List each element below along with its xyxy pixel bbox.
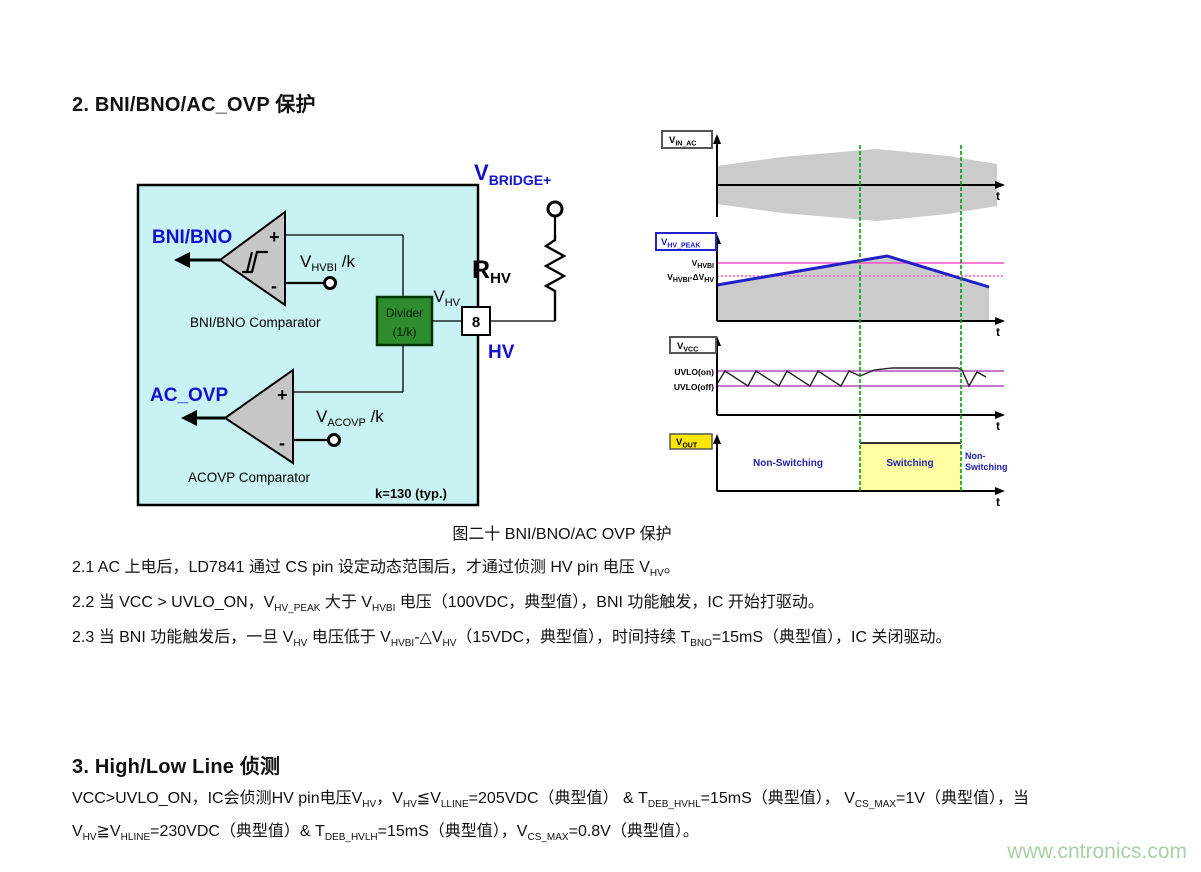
comparator-triangle <box>223 368 294 465</box>
vhvpeak-label: VHV_PEAK <box>661 237 700 250</box>
waveform-diagram: t VIN_AC t VHV_PEAK VHVBI VHVBI-ΔVHV <box>655 130 1008 509</box>
watermark: www.cntronics.com <box>1007 840 1187 863</box>
vhvbi-terminal <box>323 276 337 290</box>
vacovp-label: VACOVP /k <box>316 407 384 429</box>
uvlo-on-label: UVLO(on) <box>674 367 714 377</box>
time-axis-label: t <box>996 325 1000 339</box>
vinac-label: VIN_AC <box>669 135 696 148</box>
svg-text:8: 8 <box>472 314 480 331</box>
vhvbi-delta-ref-label: VHVBI-ΔVHV <box>667 272 714 284</box>
vvcc-panel: t VVCC UVLO(on) UVLO(off) <box>669 336 1005 433</box>
vinac-label-box <box>661 130 713 149</box>
vinac-panel: t VIN_AC <box>661 130 1005 221</box>
bni-bno-comparator: + - <box>174 210 404 307</box>
svg-text:Divider: Divider <box>386 306 423 320</box>
time-axis-label: t <box>996 189 1000 203</box>
vhvbi-label: VHVBI /k <box>300 252 355 274</box>
para-2-2: 2.2 当 VCC > UVLO_ON，VHV_PEAK 大于 VHVBI 电压… <box>72 594 824 615</box>
comparator-triangle <box>218 210 286 307</box>
vout-label: VOUT <box>676 437 698 450</box>
divider-block: Divider (1/k) <box>375 295 434 347</box>
para-2-3: 2.3 当 BNI 功能触发后，一旦 VHV 电压低于 VHVBI-△VHV（1… <box>72 629 952 650</box>
resistor-icon <box>543 235 567 321</box>
vhvpeak-panel: t VHV_PEAK VHVBI VHVBI-ΔVHV <box>655 232 1005 339</box>
para-3: VCC>UVLO_ON，IC会侦测HV pin电压VHV，VHV≦VLLINE=… <box>72 790 1029 844</box>
bni-bno-label: BNI/BNO <box>152 227 232 248</box>
hv-pin-name: HV <box>488 342 515 363</box>
para-2-1: 2.1 AC 上电后，LD7841 通过 CS pin 设定动态范围后，才通过侦… <box>72 559 680 580</box>
bni-comparator-caption: BNI/BNO Comparator <box>190 315 321 330</box>
vout-label-box <box>669 433 713 450</box>
vhvpeak-label-box <box>655 232 717 251</box>
acovp-comparator: + - <box>181 368 403 465</box>
vhvbi-ref-label: VHVBI <box>692 258 714 270</box>
hv-peak-fill <box>717 256 989 321</box>
vacovp-terminal <box>327 433 341 447</box>
circuit-diagram: + - BNI/BNO VHVBI /k BNI/BNO Comparator … <box>136 160 567 507</box>
hv-pin: 8 <box>461 306 491 336</box>
acovp-comparator-caption: ACOVP Comparator <box>188 470 311 485</box>
non-switching-right-label: Non- <box>965 451 986 461</box>
output-arrow-icon <box>181 410 197 426</box>
uvlo-off-label: UVLO(off) <box>674 382 714 392</box>
vbridge-label: VBRIDGE+ <box>474 160 551 188</box>
vcc-curve <box>716 367 987 388</box>
svg-text:(1/k): (1/k) <box>393 325 417 339</box>
acovp-label: AC_OVP <box>150 385 228 406</box>
section-3-heading: 3. High/Low Line 侦测 <box>72 756 281 778</box>
vvcc-label-box <box>669 336 717 354</box>
plus-input-label: + <box>277 385 288 405</box>
section-2-heading: 2. BNI/BNO/AC_OVP 保护 <box>72 94 316 116</box>
time-axis-label: t <box>996 419 1000 433</box>
switching-region <box>860 443 961 491</box>
vhv-label: VHV <box>433 287 460 309</box>
rhv-label: RHV <box>472 256 511 287</box>
figure-caption: 图二十 BNI/BNO/AC OVP 保护 <box>452 526 672 543</box>
minus-input-label: - <box>279 433 285 453</box>
minus-input-label: - <box>271 276 277 296</box>
time-axis-label: t <box>996 495 1000 509</box>
hv-peak-curve <box>716 254 990 289</box>
switching-label: Switching <box>886 458 933 469</box>
output-arrow-icon <box>174 252 190 268</box>
vvcc-label: VVCC <box>677 341 698 354</box>
vbridge-terminal <box>546 200 564 218</box>
vout-panel: t VOUT Non-Switching Switching Non- Swit… <box>669 433 1008 509</box>
non-switching-label: Non-Switching <box>753 458 823 469</box>
rhv-resistor <box>490 200 567 322</box>
k-value-note: k=130 (typ.) <box>375 486 447 501</box>
plus-input-label: + <box>269 227 280 247</box>
non-switching-right-label: Switching <box>965 462 1008 472</box>
